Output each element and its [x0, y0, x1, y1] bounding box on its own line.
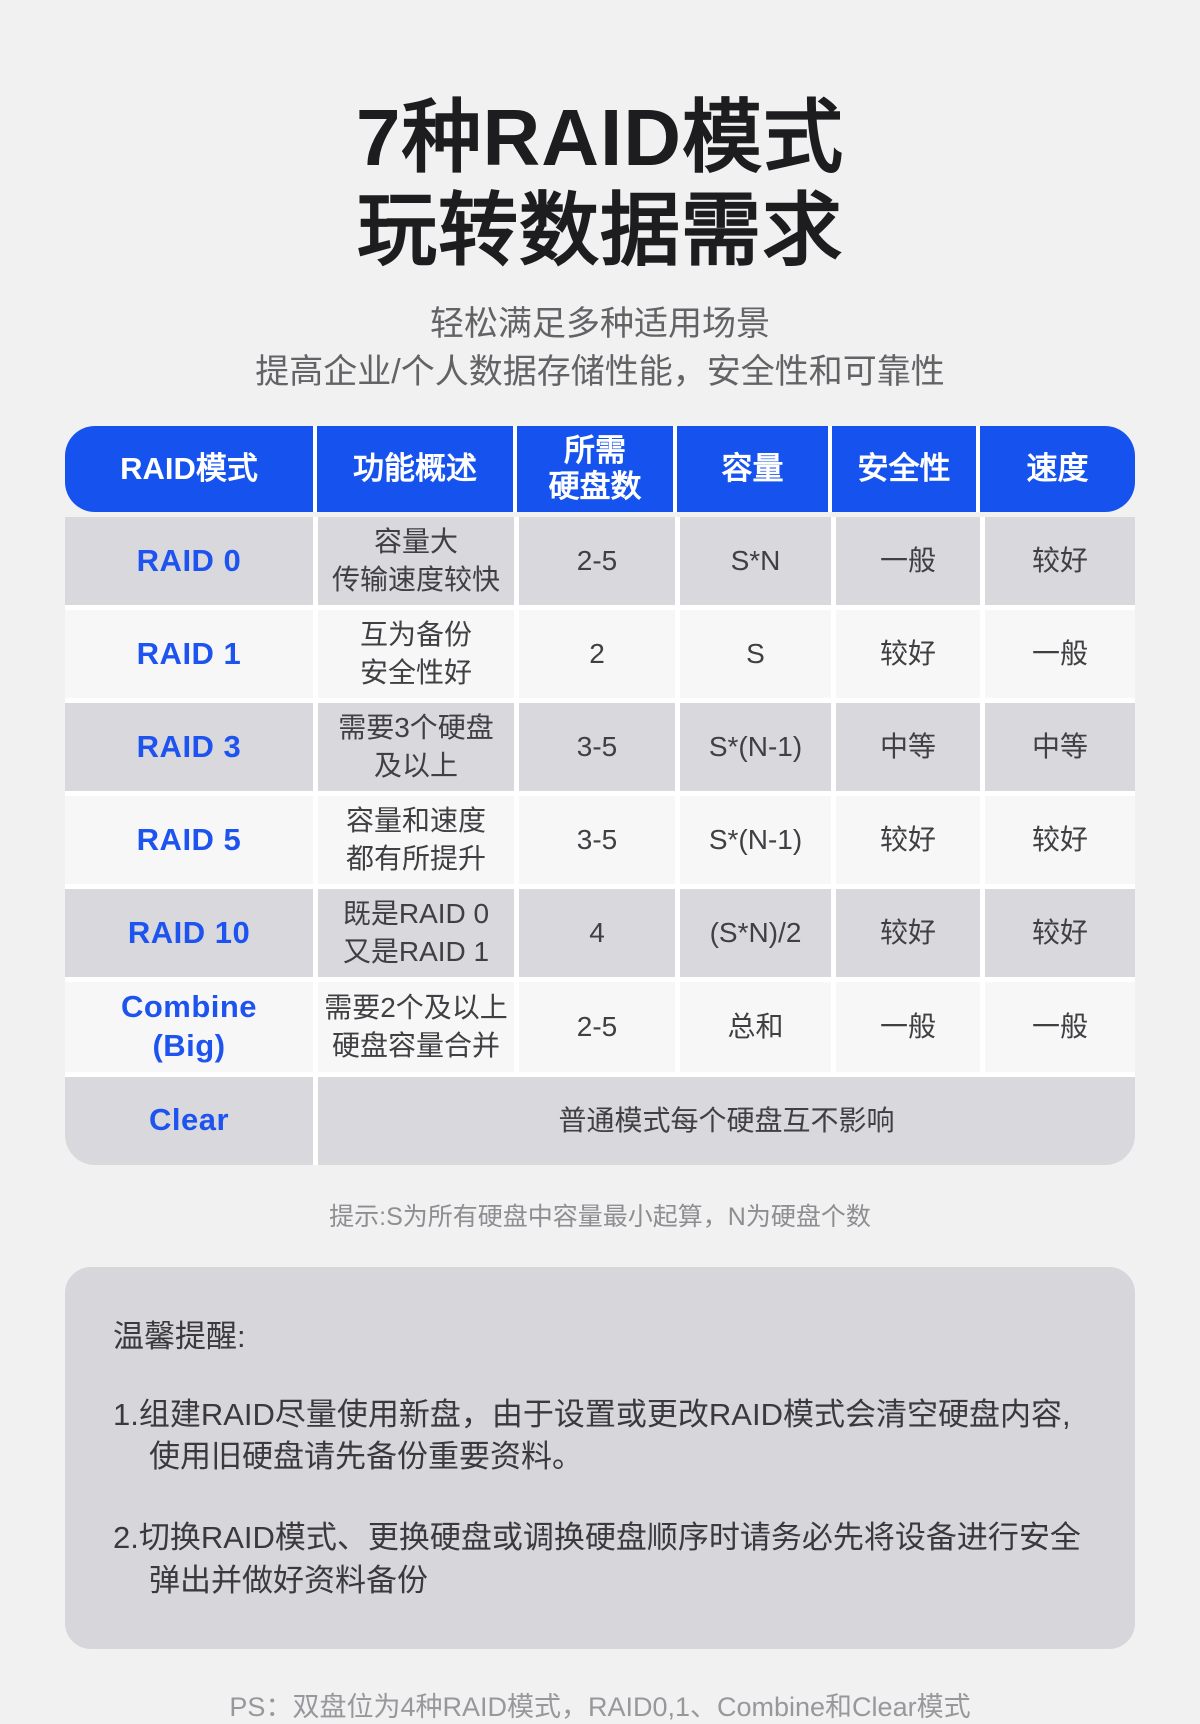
cell-mode: RAID 5	[65, 796, 313, 885]
cell-speed: 较好	[985, 517, 1135, 606]
subtitle-line2: 提高企业/个人数据存储性能，安全性和可靠性	[255, 352, 945, 391]
cell-desc: 容量和速度 都有所提升	[318, 796, 514, 885]
cell-speed: 较好	[985, 889, 1135, 978]
page-title-line1: 7种RAID模式	[355, 93, 845, 182]
cell-desc: 需要2个及以上 硬盘容量合并	[318, 982, 514, 1072]
cell-disks: 3-5	[519, 796, 675, 885]
cell-safety: 较好	[836, 610, 980, 699]
page-title-line2: 玩转数据需求	[357, 185, 843, 275]
cell-speed: 一般	[985, 610, 1135, 699]
cell-mode: Combine (Big)	[65, 982, 313, 1072]
cell-capacity: S*N	[680, 517, 831, 606]
cell-safety: 较好	[836, 889, 980, 978]
cell-mode: RAID 1	[65, 610, 313, 699]
cell-disks: 2	[519, 610, 675, 699]
subtitle-line1: 轻松满足多种适用场景	[430, 304, 770, 343]
footer-note: PS：双盘位为4种RAID模式，RAID0,1、Combine和Clear模式	[229, 1691, 971, 1722]
page-subtitle: 轻松满足多种适用场景 提高企业/个人数据存储性能，安全性和可靠性	[0, 300, 1200, 397]
cell-capacity: S*(N-1)	[680, 796, 831, 885]
cell-mode: RAID 3	[65, 703, 313, 792]
header-cell-desc: 功能概述	[317, 426, 513, 513]
header-cell-speed: 速度	[980, 426, 1135, 513]
cell-desc: 需要3个硬盘 及以上	[318, 703, 514, 792]
cell-safety: 一般	[836, 517, 980, 606]
infographic-page: 7种RAID模式 玩转数据需求 轻松满足多种适用场景 提高企业/个人数据存储性能…	[0, 92, 1200, 1722]
cell-capacity: (S*N)/2	[680, 889, 831, 978]
page-title: 7种RAID模式 玩转数据需求	[0, 92, 1200, 278]
cell-disks: 4	[519, 889, 675, 978]
cell-desc: 既是RAID 0 又是RAID 1	[318, 889, 514, 978]
cell-desc: 容量大 传输速度较快	[318, 517, 514, 606]
cell-speed: 中等	[985, 703, 1135, 792]
header-cell-capacity: 容量	[677, 426, 828, 513]
cell-capacity: S	[680, 610, 831, 699]
header-cell-disks: 所需 硬盘数	[517, 426, 673, 513]
cell-safety: 较好	[836, 796, 980, 885]
cell-speed: 一般	[985, 982, 1135, 1072]
cell-speed: 较好	[985, 796, 1135, 885]
cell-disks: 2-5	[519, 517, 675, 606]
cell-capacity: 总和	[680, 982, 831, 1072]
raid-table-body: RAID 0 容量大 传输速度较快 2-5 S*N 一般 较好 RAID 1 互…	[65, 517, 1135, 1165]
cell-mode: RAID 10	[65, 889, 313, 978]
raid-table: RAID模式 功能概述 所需 硬盘数 容量 安全性 速度 RAID 0 容量大 …	[65, 426, 1135, 1165]
header-cell-safety: 安全性	[832, 426, 976, 513]
cell-mode: RAID 0	[65, 517, 313, 606]
cell-disks: 3-5	[519, 703, 675, 792]
raid-table-header: RAID模式 功能概述 所需 硬盘数 容量 安全性 速度	[65, 426, 1135, 513]
reminder-item-1: 1.组建RAID尽量使用新盘，由于设置或更改RAID模式会清空硬盘内容,使用旧硬…	[113, 1396, 1071, 1475]
reminder-box: 温馨提醒: 1.组建RAID尽量使用新盘，由于设置或更改RAID模式会清空硬盘内…	[65, 1266, 1135, 1649]
cell-capacity: S*(N-1)	[680, 703, 831, 792]
cell-desc: 普通模式每个硬盘互不影响	[318, 1076, 1135, 1165]
cell-disks: 2-5	[519, 982, 675, 1072]
cell-safety: 中等	[836, 703, 980, 792]
table-tip: 提示:S为所有硬盘中容量最小起算，N为硬盘个数	[329, 1202, 871, 1231]
reminder-item-2: 2.切换RAID模式、更换硬盘或调换硬盘顺序时请务必先将设备进行安全弹出并做好资…	[113, 1520, 1081, 1598]
cell-safety: 一般	[836, 982, 980, 1072]
header-cell-mode: RAID模式	[65, 426, 313, 513]
reminder-title: 温馨提醒:	[113, 1318, 246, 1354]
cell-mode: Clear	[65, 1076, 313, 1165]
cell-desc: 互为备份 安全性好	[318, 610, 514, 699]
